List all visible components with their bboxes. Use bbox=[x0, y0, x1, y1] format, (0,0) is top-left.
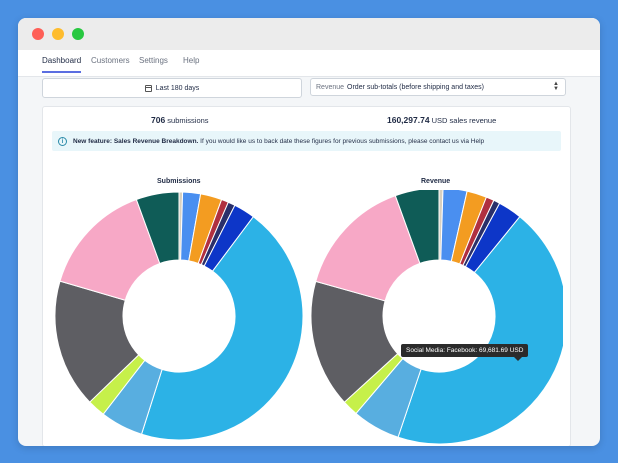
app-window: Dashboard Customers Settings Help Last 1… bbox=[18, 18, 600, 446]
donut-slice-6[interactable] bbox=[140, 216, 303, 441]
maximize-window-button[interactable] bbox=[72, 28, 84, 40]
donut-slice-11[interactable] bbox=[135, 191, 180, 265]
feature-banner: i New feature: Sales Revenue Breakdown. … bbox=[52, 131, 561, 151]
donut-slice-11[interactable] bbox=[394, 190, 440, 264]
tab-dashboard[interactable]: Dashboard bbox=[42, 56, 82, 73]
tab-settings[interactable]: Settings bbox=[139, 56, 168, 65]
revenue-stat: 160,297.74 USD sales revenue bbox=[387, 115, 496, 125]
submissions-stat: 706 submissions bbox=[151, 115, 209, 125]
submissions-label: submissions bbox=[167, 116, 209, 125]
calendar-icon bbox=[144, 84, 152, 92]
info-icon: i bbox=[58, 136, 67, 146]
date-range-button[interactable]: Last 180 days bbox=[42, 78, 302, 98]
donut-slice-6[interactable] bbox=[397, 216, 563, 444]
tab-help[interactable]: Help bbox=[183, 56, 200, 65]
charts-panel: Submissions Revenue Social Media: Facebo… bbox=[42, 168, 571, 446]
revenue-select[interactable]: Revenue Order sub-totals (before shippin… bbox=[310, 78, 566, 96]
revenue-total: 160,297.74 bbox=[387, 115, 430, 125]
revenue-chart-title: Revenue bbox=[421, 178, 451, 185]
nav-tabs: Dashboard Customers Settings Help bbox=[18, 50, 600, 77]
submissions-count: 706 bbox=[151, 115, 166, 125]
date-range-label: Last 180 days bbox=[155, 84, 200, 92]
submissions-chart-title: Submissions bbox=[157, 178, 201, 185]
close-window-button[interactable] bbox=[32, 28, 44, 40]
select-arrows-icon: ▲ ▼ bbox=[553, 81, 559, 92]
submissions-donut-chart[interactable] bbox=[55, 190, 303, 444]
summary-panel: 706 submissions 160,297.74 USD sales rev… bbox=[42, 106, 571, 178]
banner-title: New feature: Sales Revenue Breakdown. bbox=[73, 137, 199, 145]
chart-tooltip: Social Media: Facebook: 69,681.69 USD bbox=[401, 344, 529, 361]
filter-controls: Last 180 days Revenue Order sub-totals (… bbox=[42, 78, 571, 98]
minimize-window-button[interactable] bbox=[52, 28, 64, 40]
revenue-donut-chart[interactable] bbox=[311, 190, 563, 444]
donut-slice-9[interactable] bbox=[55, 280, 140, 403]
tab-customers[interactable]: Customers bbox=[91, 56, 130, 65]
revenue-select-value: Order sub-totals (before shipping and ta… bbox=[347, 83, 484, 91]
revenue-select-label: Revenue bbox=[316, 83, 345, 91]
revenue-label: USD sales revenue bbox=[431, 116, 497, 125]
banner-text: If you would like us to back date these … bbox=[200, 137, 485, 145]
title-bar bbox=[18, 18, 600, 50]
